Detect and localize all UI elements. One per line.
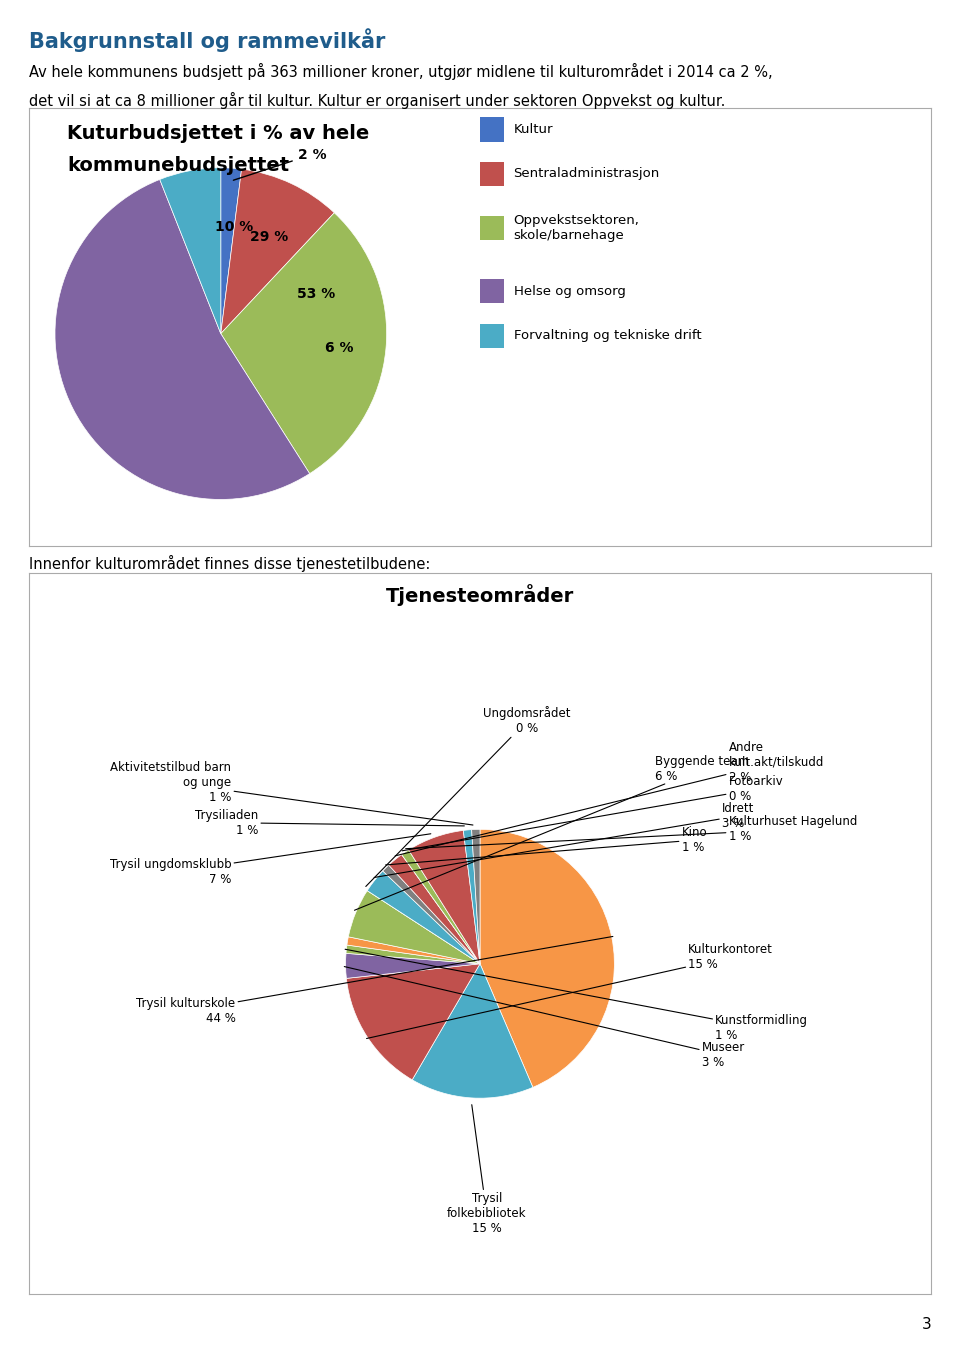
Text: 29 %: 29 %: [250, 231, 288, 244]
Text: Kulturkontoret
15 %: Kulturkontoret 15 %: [367, 944, 773, 1038]
Wedge shape: [221, 167, 242, 333]
Text: 3: 3: [922, 1317, 931, 1332]
Text: Sentraladministrasjon: Sentraladministrasjon: [514, 167, 660, 181]
Text: Andre
kult.akt/tilskudd
2 %: Andre kult.akt/tilskudd 2 %: [396, 740, 824, 856]
Wedge shape: [368, 891, 480, 964]
Wedge shape: [389, 855, 480, 964]
Text: Forvaltning og tekniske drift: Forvaltning og tekniske drift: [514, 329, 701, 342]
Wedge shape: [401, 849, 480, 964]
Text: kommunebudsjettet: kommunebudsjettet: [67, 156, 289, 175]
Wedge shape: [159, 167, 221, 333]
Text: 2 %: 2 %: [233, 147, 326, 181]
Wedge shape: [464, 829, 480, 964]
Wedge shape: [346, 953, 480, 979]
Wedge shape: [348, 891, 480, 964]
Wedge shape: [221, 213, 387, 473]
Text: Aktivitetstilbud barn
og unge
1 %: Aktivitetstilbud barn og unge 1 %: [110, 760, 473, 825]
Wedge shape: [480, 829, 614, 1088]
Text: Trysil
folkebibliotek
15 %: Trysil folkebibliotek 15 %: [447, 1105, 526, 1235]
Text: Byggende team
6 %: Byggende team 6 %: [354, 755, 749, 910]
Text: Museer
3 %: Museer 3 %: [345, 967, 745, 1069]
Wedge shape: [346, 945, 480, 964]
Wedge shape: [471, 829, 480, 964]
Text: Trysil kulturskole
44 %: Trysil kulturskole 44 %: [136, 937, 612, 1024]
Text: Oppvekstsektoren,
skole/barnehage: Oppvekstsektoren, skole/barnehage: [514, 214, 639, 241]
Wedge shape: [383, 865, 480, 964]
Text: det vil si at ca 8 millioner går til kultur. Kultur er organisert under sektoren: det vil si at ca 8 millioner går til kul…: [29, 92, 725, 109]
Text: Idrett
3 %: Idrett 3 %: [374, 802, 755, 878]
Wedge shape: [409, 830, 480, 964]
Text: Kunstformidling
1 %: Kunstformidling 1 %: [345, 949, 808, 1042]
Wedge shape: [412, 964, 533, 1099]
Wedge shape: [401, 855, 480, 964]
Text: Helse og omsorg: Helse og omsorg: [514, 284, 626, 298]
Text: Fotoarkiv
0 %: Fotoarkiv 0 %: [402, 775, 783, 851]
Text: Kultur: Kultur: [514, 123, 553, 136]
Wedge shape: [55, 179, 310, 500]
Wedge shape: [347, 964, 480, 1080]
Text: Kulturhuset Hagelund
1 %: Kulturhuset Hagelund 1 %: [406, 816, 857, 849]
Text: Bakgrunnstall og rammevilkår: Bakgrunnstall og rammevilkår: [29, 28, 385, 53]
Text: 53 %: 53 %: [297, 287, 335, 302]
Text: Innenfor kulturområdet finnes disse tjenestetilbudene:: Innenfor kulturområdet finnes disse tjen…: [29, 555, 430, 573]
Wedge shape: [368, 871, 480, 964]
Text: Av hele kommunens budsjett på 363 millioner kroner, utgjør midlene til kulturomr: Av hele kommunens budsjett på 363 millio…: [29, 63, 773, 81]
Text: Kuturbudsjettet i % av hele: Kuturbudsjettet i % av hele: [67, 124, 370, 143]
Text: Kino
1 %: Kino 1 %: [386, 826, 708, 865]
Text: Ungdomsrådet
0 %: Ungdomsrådet 0 %: [366, 706, 571, 887]
Wedge shape: [221, 168, 334, 333]
Text: Tjenesteområder: Tjenesteområder: [386, 584, 574, 605]
Text: Trysil ungdomsklubb
7 %: Trysil ungdomsklubb 7 %: [109, 834, 431, 887]
Text: 10 %: 10 %: [215, 220, 253, 233]
Text: 6 %: 6 %: [325, 341, 353, 355]
Wedge shape: [347, 937, 480, 964]
Text: Trysiliaden
1 %: Trysiliaden 1 %: [195, 809, 465, 837]
